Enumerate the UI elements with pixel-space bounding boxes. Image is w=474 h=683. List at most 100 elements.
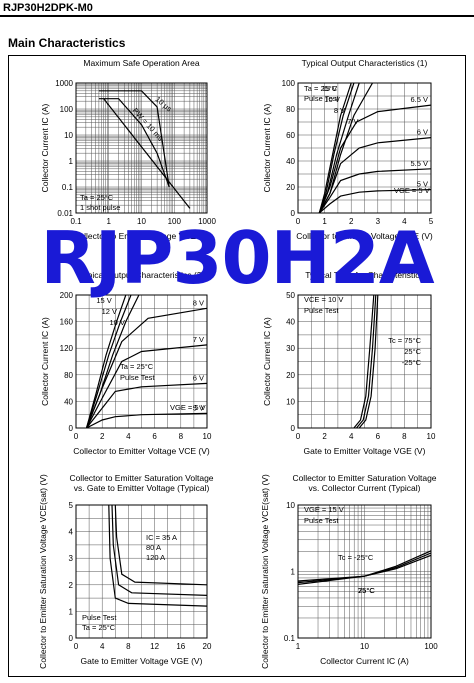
x-tick-label: 20 [203,642,212,651]
chart-title: Typical Output Characteristics (2) [79,270,205,280]
annotation: Pulse Test [120,373,155,382]
series-label: 12 V [102,307,117,316]
chart-title: vs. Collector Current (Typical) [309,483,421,493]
x-tick-label: 0 [74,432,79,441]
annotation: Ta = 25°C [304,84,338,93]
series-line [86,412,207,428]
annotation: Pulse Test [304,94,339,103]
x-tick-label: 8 [402,432,407,441]
series-line [298,552,431,584]
series-line [318,83,355,213]
series-label: IC = 35 A [146,533,177,542]
series-label: 5 V [417,180,428,189]
series-line [318,189,431,213]
y-tick-label: 5 [69,501,74,510]
x-tick-label: 0 [296,217,301,226]
y-tick-label: 10 [64,131,73,140]
series-line [85,295,132,428]
series-line [85,307,207,428]
series-label: Tc = -25°C [338,553,374,562]
y-tick-label: 30 [286,344,295,353]
series-label: 7 V [193,335,204,344]
y-tick-label: 0 [291,424,296,433]
y-tick-label: 0.1 [284,634,296,643]
x-tick-label: 3 [376,217,381,226]
y-axis-label: Collector Current IC (A) [262,317,272,406]
x-axis-label: Collector to Emitter Voltage VCE (V) [73,446,210,456]
y-tick-label: 1000 [55,79,73,88]
chart-title: vs. Gate to Emitter Voltage (Typical) [74,483,210,493]
series-line [318,104,431,213]
series-line [103,98,191,209]
plot-area [297,294,432,429]
y-tick-label: 160 [60,318,74,327]
x-tick-label: 8 [179,432,184,441]
y-tick-label: 0.01 [57,209,73,218]
y-tick-label: 40 [64,397,73,406]
y-tick-label: 40 [286,157,295,166]
series-line [85,295,127,428]
annotation: VGE = 15 V [304,505,344,514]
x-tick-label: 6 [376,432,381,441]
x-axis-label: Collector to Emitter Voltage VCE (V) [73,231,210,241]
annotation: VCE = 10 V [304,295,343,304]
annotation: Ta = 25°C [120,362,154,371]
x-tick-label: 2 [322,432,327,441]
annotation: 1 shot pulse [80,203,120,212]
x-tick-label: 1 [107,217,112,226]
annotation: VGE = 5 V [394,186,430,195]
y-tick-label: 0 [69,424,74,433]
series-label: 10 V [109,318,124,327]
y-tick-label: 60 [286,131,295,140]
plot-area [75,294,208,429]
y-tick-label: 10 [286,501,295,510]
x-tick-label: 12 [150,642,159,651]
y-tick-label: 0.1 [62,183,74,192]
x-tick-label: 1000 [198,217,216,226]
annotation: Ta = 25°C [82,623,116,632]
series-label: 5.5 V [410,159,428,168]
x-axis-label: Gate to Emitter Voltage VGE (V) [81,656,203,666]
y-tick-label: 3 [69,554,74,563]
series-line [86,382,207,428]
x-tick-label: 4 [349,432,354,441]
series-line [318,137,431,213]
chart-title: Typical Transfer Characteristics [305,270,424,280]
annotation: Pulse Test [304,306,339,315]
series-label: 80 A [146,543,161,552]
x-tick-label: 4 [402,217,407,226]
x-tick-label: 4 [100,642,105,651]
x-tick-label: 5 [429,217,434,226]
series-line [114,505,207,586]
y-tick-label: 20 [286,371,295,380]
x-tick-label: 8 [126,642,131,651]
plot-area [75,504,208,639]
annotation: Ta = 25°C [80,193,114,202]
y-tick-label: 2 [69,581,74,590]
annotation: Pulse Test [82,613,117,622]
y-tick-label: 40 [286,318,295,327]
chart-title: Maximum Safe Operation Area [83,58,199,68]
x-tick-label: 0 [74,642,79,651]
series-label: 6 V [193,373,204,382]
x-tick-label: 6 [152,432,157,441]
chart-title: Collector to Emitter Saturation Voltage [292,473,436,483]
annotation: 10 μs [154,95,174,114]
series-label: 6 V [417,128,428,137]
y-tick-label: 200 [60,291,74,300]
x-axis-label: Collector to Emitter Voltage VCE (V) [296,231,433,241]
x-tick-label: 10 [203,432,212,441]
series-line [318,83,352,213]
series-line [358,295,379,428]
series-line [356,295,377,428]
y-axis-label: Collector Current IC (A) [40,103,50,192]
y-tick-label: 80 [64,371,73,380]
plot-area [297,504,432,639]
series-line [353,295,375,428]
y-tick-label: 100 [282,79,296,88]
series-line [298,550,431,585]
header-rule [0,15,474,17]
x-tick-label: 16 [176,642,185,651]
annotation: VGE = 5 V [170,403,206,412]
